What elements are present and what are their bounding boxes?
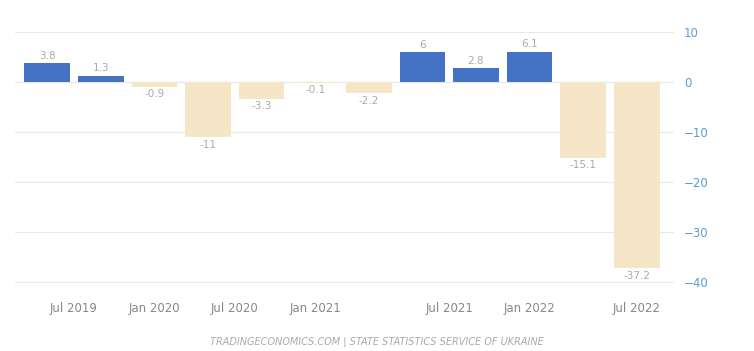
Bar bbox=[24, 63, 70, 82]
Text: 3.8: 3.8 bbox=[39, 51, 56, 61]
Text: 2.8: 2.8 bbox=[467, 55, 484, 66]
Text: 1.3: 1.3 bbox=[93, 63, 109, 73]
Bar bbox=[346, 82, 391, 93]
Text: -3.3: -3.3 bbox=[251, 101, 271, 111]
Bar bbox=[78, 75, 124, 82]
Text: 6: 6 bbox=[419, 40, 426, 49]
Bar bbox=[239, 82, 284, 99]
Bar bbox=[400, 52, 445, 82]
Bar bbox=[614, 82, 660, 268]
Bar bbox=[185, 82, 231, 137]
Text: -15.1: -15.1 bbox=[570, 160, 596, 170]
Bar bbox=[453, 68, 499, 82]
Text: 6.1: 6.1 bbox=[521, 39, 538, 49]
Text: -37.2: -37.2 bbox=[624, 271, 651, 281]
Text: -0.1: -0.1 bbox=[305, 85, 325, 95]
Bar bbox=[560, 82, 606, 158]
Text: -2.2: -2.2 bbox=[359, 95, 379, 106]
Bar bbox=[507, 52, 553, 82]
Text: -11: -11 bbox=[200, 140, 216, 150]
Text: TRADINGECONOMICS.COM | STATE STATISTICS SERVICE OF UKRAINE: TRADINGECONOMICS.COM | STATE STATISTICS … bbox=[210, 337, 544, 347]
Text: -0.9: -0.9 bbox=[144, 89, 164, 99]
Bar bbox=[132, 82, 177, 87]
